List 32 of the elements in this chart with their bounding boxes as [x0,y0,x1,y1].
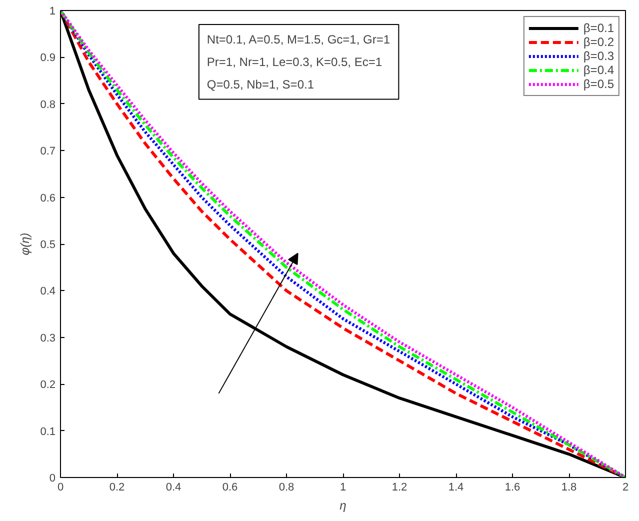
y-tick-label: 1 [49,6,56,18]
y-tick-label: 0.5 [40,239,56,251]
y-tick-label: 0.8 [40,98,56,111]
x-tick-label: 2 [622,482,629,494]
x-tick-label: 1.6 [504,482,520,494]
y-tick-label: 0.1 [40,426,56,438]
x-tick-label: 1.8 [561,482,577,494]
y-tick-label: 0.9 [40,52,56,64]
y-tick-label: 0.2 [40,379,56,392]
legend-label: β=0.3 [583,49,614,63]
y-axis-title: φ(η) [18,232,32,256]
x-tick-label: 0.4 [166,482,182,494]
x-tick-label: 1.4 [448,482,464,494]
y-tick-label: 0.6 [40,192,56,204]
annotation: Q=0.5, Nb=1, S=0.1 [206,77,314,92]
x-tick-label: 0.2 [109,482,125,494]
x-tick-label: 0.8 [278,482,294,494]
y-tick-label: 0.4 [40,286,56,298]
legend-label: β=0.1 [583,21,614,35]
annotation: Nt=0.1, A=0.5, M=1.5, Gc=1, Gr=1 [206,32,390,47]
x-tick-label: 1 [340,482,346,494]
x-tick-label: 0 [57,482,64,494]
legend-label: β=0.4 [583,63,614,77]
x-tick-label: 0.6 [222,482,238,494]
x-tick-label: 1.2 [392,482,408,494]
y-tick-label: 0.3 [40,332,56,344]
legend-label: β=0.5 [583,77,614,91]
annotation: Pr=1, Nr=1, Le=0.3, K=0.5, Ec=1 [206,54,382,69]
y-tick-label: 0 [49,472,56,484]
x-axis-title: η [340,498,347,512]
legend-label: β=0.2 [583,35,614,49]
y-tick-label: 0.7 [40,146,56,158]
